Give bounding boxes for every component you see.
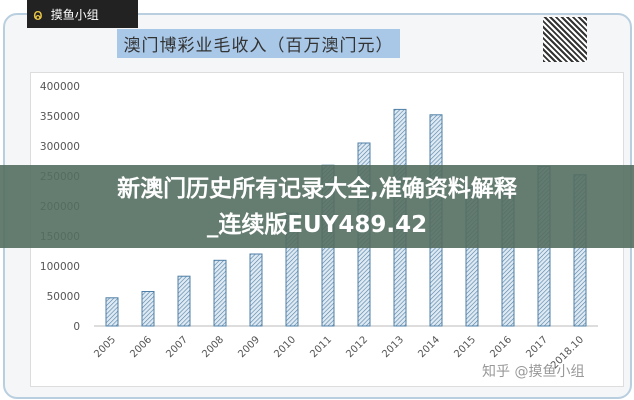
bar-2005 [105, 297, 119, 327]
bar-2007 [177, 275, 191, 327]
bar-2009 [249, 253, 263, 327]
x-tick-label: 2012 [344, 334, 370, 360]
x-tick-label: 2017 [524, 334, 550, 360]
y-tick-label: 50000 [47, 291, 80, 303]
x-tick-label: 2014 [416, 334, 442, 360]
y-tick-label: 0 [73, 321, 80, 333]
x-tick-label: 2016 [488, 334, 514, 360]
y-tick-label: 350000 [40, 111, 80, 123]
x-tick-label: 2005 [92, 334, 118, 360]
x-tick-label: 2006 [128, 334, 154, 360]
y-tick-label: 100000 [40, 261, 80, 273]
qr-code-icon [543, 17, 587, 62]
x-tick-label: 2008 [200, 334, 226, 360]
x-tick-label: 2013 [380, 334, 406, 360]
bar-2008 [213, 259, 227, 327]
x-tick-label: 2015 [452, 334, 478, 360]
y-tick-label: 300000 [40, 141, 80, 153]
logo-text: 摸鱼小组 [50, 7, 99, 22]
x-tick-label: 2010 [272, 334, 298, 360]
y-tick-label: 400000 [40, 81, 80, 93]
overlay-banner: 新澳门历史所有记录大全,准确资料解释 _连续版EUY489.42 [0, 165, 634, 248]
overlay-line-2: _连续版EUY489.42 [206, 212, 428, 238]
fish-logo-icon: ⱺ [33, 4, 43, 24]
bar-2006 [141, 291, 155, 327]
x-tick-label: 2009 [236, 334, 262, 360]
x-tick-label: 2011 [308, 334, 334, 360]
x-tick-label: 2007 [164, 334, 190, 360]
chart-title: 澳门博彩业毛收入（百万澳门元） [117, 29, 400, 58]
overlay-line-1: 新澳门历史所有记录大全,准确资料解释 [117, 176, 517, 202]
logo: ⱺ 摸鱼小组 [27, 0, 138, 28]
watermark: 知乎 @摸鱼小组 [482, 364, 585, 380]
